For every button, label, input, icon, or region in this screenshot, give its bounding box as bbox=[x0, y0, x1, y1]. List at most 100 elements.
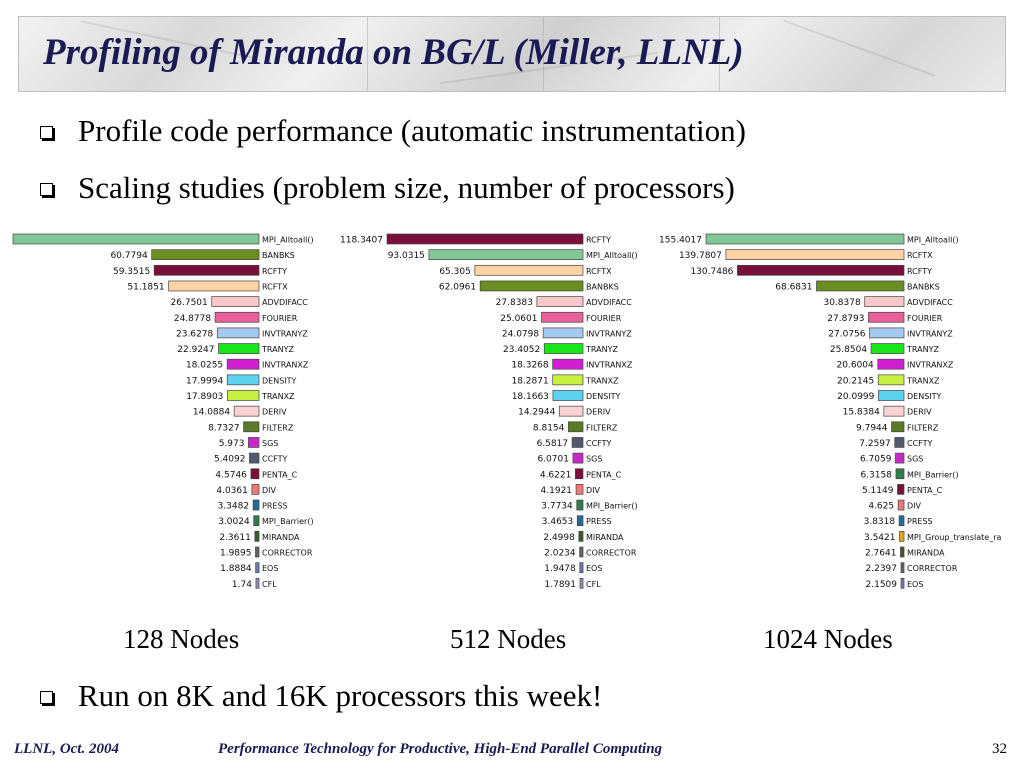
bar-value-label: 3.3482 bbox=[218, 502, 250, 512]
bar bbox=[253, 515, 260, 527]
profile-row: 1.9895 CORRECTOR bbox=[220, 546, 313, 559]
profile-row: 23.4052 TRANYZ bbox=[503, 343, 618, 355]
bar-name-label: PRESS bbox=[262, 502, 288, 511]
bar-value-label: 2.2397 bbox=[866, 564, 898, 574]
profile-row: 51.1851 RCFTX bbox=[127, 280, 288, 292]
profile-row: 2.0234 CORRECTOR bbox=[544, 546, 637, 559]
bar-name-label: TRANXZ bbox=[261, 392, 295, 401]
chart-caption-1024: 1024 Nodes bbox=[763, 624, 893, 654]
bar bbox=[571, 437, 584, 448]
profile-row: 14.0884 DERIV bbox=[193, 405, 287, 418]
bar-name-label: DENSITY bbox=[586, 392, 621, 401]
bar-name-label: MPI_Alltoall() bbox=[907, 236, 959, 245]
bar-value-label: 8.7327 bbox=[208, 423, 240, 433]
bar-name-label: CORRECTOR bbox=[262, 549, 313, 558]
bar bbox=[536, 296, 584, 307]
profile-row: 15.8384 DERIV bbox=[843, 405, 932, 418]
bar-value-label: 20.2145 bbox=[837, 376, 874, 386]
bar-value-label: 18.1663 bbox=[512, 392, 549, 402]
profile-row: 118.3407 RCFTY bbox=[340, 233, 611, 246]
bar-value-label: 2.7641 bbox=[865, 549, 897, 559]
bullet-text: Profile code performance (automatic inst… bbox=[78, 113, 746, 148]
bar-name-label: RCFTX bbox=[262, 282, 288, 291]
bar-value-label: 59.3515 bbox=[113, 267, 150, 277]
bar-name-label: TRANXZ bbox=[585, 376, 619, 385]
marble-seam bbox=[367, 17, 368, 91]
bar bbox=[254, 531, 260, 542]
bar bbox=[168, 280, 260, 292]
bar-name-label: INVTRANYZ bbox=[262, 329, 308, 338]
profile-row: 3.5421 MPI_Group_translate_ra bbox=[864, 531, 1001, 543]
bar-value-label: 3.8318 bbox=[864, 517, 896, 527]
bar-value-label: 22.9247 bbox=[177, 345, 214, 355]
bar-name-label: TRANYZ bbox=[261, 345, 294, 354]
bar-value-label: 24.8778 bbox=[174, 314, 211, 324]
bar bbox=[552, 358, 584, 370]
bar-value-label: 23.4052 bbox=[503, 345, 540, 355]
bar bbox=[725, 249, 905, 260]
profile-row: 27.0756 INVTRANYZ bbox=[828, 327, 953, 339]
bar-value-label: 4.5746 bbox=[215, 470, 247, 480]
bar bbox=[255, 577, 260, 589]
bar bbox=[868, 311, 905, 323]
bar bbox=[572, 452, 584, 464]
bar bbox=[579, 562, 584, 573]
profile-row: 8.8154 FILTERZ bbox=[533, 421, 618, 433]
bar-value-label: 6.3158 bbox=[860, 470, 892, 480]
profile-row: 8.7327 FILTERZ bbox=[208, 421, 294, 433]
profile-row: 4.625 DIV bbox=[868, 499, 922, 512]
bar-name-label: FILTERZ bbox=[907, 423, 939, 432]
bar-value-label: 130.7486 bbox=[690, 267, 733, 277]
bar bbox=[386, 233, 584, 245]
bar-name-label: PRESS bbox=[586, 517, 612, 526]
bullet-item: Run on 8K and 16K processors this week! bbox=[40, 678, 602, 714]
bar bbox=[898, 515, 905, 527]
bar bbox=[895, 468, 905, 480]
bar-value-label: 3.4653 bbox=[542, 517, 574, 527]
bar bbox=[574, 468, 584, 480]
bar-name-label: EOS bbox=[907, 580, 923, 589]
profile-row: 2.1509 EOS bbox=[866, 577, 923, 590]
bar-name-label: MIRANDA bbox=[262, 533, 300, 542]
bar-value-label: 24.0798 bbox=[502, 329, 539, 339]
bar bbox=[542, 327, 584, 339]
profile-row: 6.3158 MPI_Barrier() bbox=[860, 468, 959, 480]
bar bbox=[897, 499, 905, 511]
profile-row: 3.7734 MPI_Barrier() bbox=[541, 499, 638, 512]
bar-name-label: RCFTX bbox=[586, 267, 612, 276]
bar-name-label: INVTRANXZ bbox=[262, 361, 309, 370]
bar-value-label: 18.2871 bbox=[511, 376, 548, 386]
bar bbox=[552, 390, 584, 401]
bar-value-label: 60.7794 bbox=[110, 251, 147, 261]
bar-name-label: DENSITY bbox=[262, 376, 297, 385]
bar bbox=[248, 437, 260, 448]
footer-left: LLNL, Oct. 2004 bbox=[14, 741, 119, 757]
profile-chart-512: 118.3407 RCFTY 93.0315 MPI_Alltoall() 65.305… bbox=[335, 230, 675, 600]
bar-value-label: 155.4017 bbox=[659, 236, 702, 246]
profile-chart-1024: 155.4017 MPI_Alltoall() 139.7807 RCFTX 130.7… bbox=[655, 230, 1020, 600]
profile-row: 5.1149 PENTA_C bbox=[862, 484, 943, 496]
bar-name-label: FOURIER bbox=[907, 314, 943, 323]
bar-name-label: MIRANDA bbox=[907, 549, 945, 558]
bar-name-label: DERIV bbox=[262, 408, 287, 417]
bar bbox=[479, 280, 584, 292]
profile-row: 1.7891 CFL bbox=[545, 577, 601, 590]
bar-value-label: 5.1149 bbox=[862, 486, 894, 496]
bar-value-label: 27.8793 bbox=[827, 314, 864, 324]
bar bbox=[899, 531, 905, 542]
bar-value-label: 93.0315 bbox=[388, 251, 425, 261]
profile-row: 5.4092 CCFTY bbox=[214, 452, 288, 465]
bar-value-label: 8.8154 bbox=[533, 423, 565, 433]
bar-name-label: RCFTY bbox=[262, 267, 287, 276]
bullet-square-icon bbox=[40, 125, 53, 139]
profile-row: 139.3191MPI_Alltoall() bbox=[12, 233, 314, 245]
bar-value-label: 1.9895 bbox=[220, 549, 252, 559]
profile-row: 6.5817 CCFTY bbox=[537, 437, 612, 449]
bar-value-label: 1.7891 bbox=[545, 580, 577, 590]
marble-vein bbox=[783, 19, 935, 77]
profile-row: 26.7501 ADVDIFACC bbox=[171, 296, 308, 308]
bar bbox=[877, 358, 905, 370]
bar-value-label: 23.6278 bbox=[176, 329, 213, 339]
bar-name-label: RCFTX bbox=[907, 251, 933, 260]
bullet-item: Profile code performance (automatic inst… bbox=[40, 113, 746, 149]
